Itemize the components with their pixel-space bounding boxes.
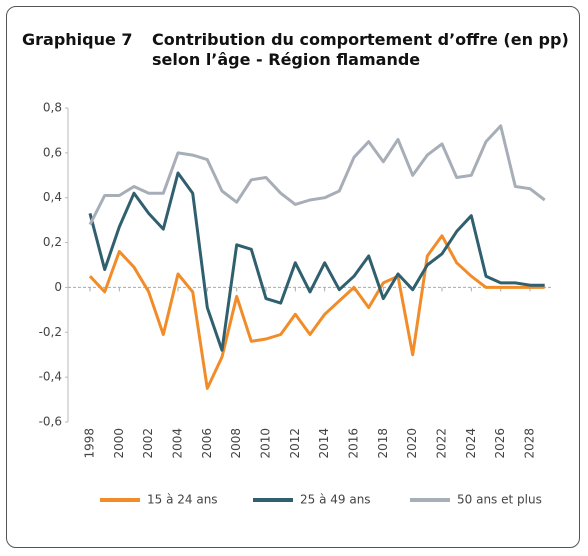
frame (6, 6, 580, 548)
legend-label: 15 à 24 ans (147, 493, 218, 507)
x-tick-label: 2004 (171, 428, 185, 459)
series-line (88, 124, 546, 226)
legend-label: 25 à 49 ans (300, 493, 371, 507)
x-tick-label: 2014 (317, 428, 331, 459)
x-tick-label: 2012 (288, 428, 302, 459)
x-tick-label: 1998 (83, 428, 97, 459)
chart-label: Graphique 7 (22, 30, 133, 49)
x-tick-label: 2026 (493, 428, 507, 459)
x-tick-label: 2018 (376, 428, 390, 459)
x-tick-label: 2022 (435, 428, 449, 459)
x-tick-label: 2000 (112, 428, 126, 459)
x-tick-label: 2020 (405, 428, 419, 459)
y-tick-label: 0,6 (43, 145, 62, 159)
x-tick-label: 2010 (259, 428, 273, 459)
x-tick-label: 2002 (141, 428, 155, 459)
y-tick-label: -0,6 (39, 415, 62, 429)
y-tick-label: -0,4 (39, 370, 62, 384)
legend-label: 50 ans et plus (457, 493, 542, 507)
y-tick-label: 0 (54, 280, 62, 294)
y-tick-label: 0,4 (43, 190, 62, 204)
x-tick-label: 2008 (229, 428, 243, 459)
x-tick-label: 2028 (523, 428, 537, 459)
series-line (88, 234, 545, 390)
x-tick-label: 2024 (464, 428, 478, 459)
y-tick-label: -0,2 (39, 325, 62, 339)
header: Graphique 7 Contribution du comportement… (22, 30, 582, 70)
y-tick-label: 0,8 (43, 101, 62, 115)
chart-title: Contribution du comportement d’offre (en… (152, 30, 569, 69)
y-tick-label: 0,2 (43, 235, 62, 249)
x-tick-label: 2006 (200, 428, 214, 459)
x-tick-label: 2016 (347, 428, 361, 459)
series-line (88, 171, 545, 352)
